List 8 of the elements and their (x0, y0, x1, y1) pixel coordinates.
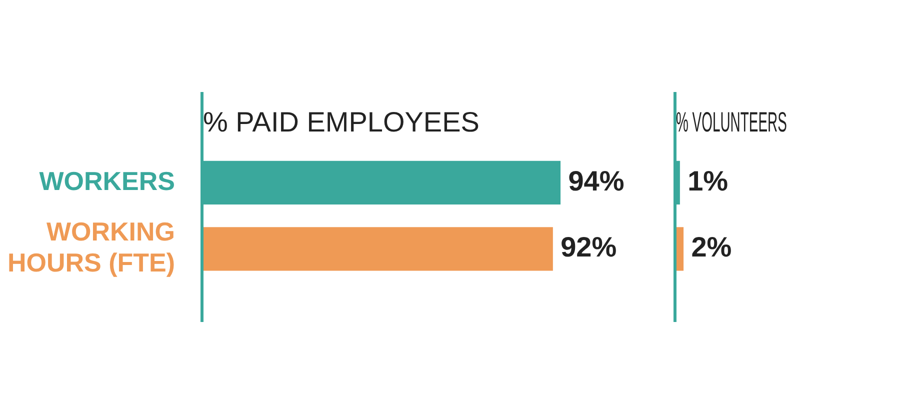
text: % PAID EMPLOYEES (203, 106, 480, 138)
y-tick-label: WORKING HOURS (FTE) (7, 216, 175, 278)
data-label: 92% (560, 232, 617, 263)
text: % VOLUNTEERS (676, 106, 787, 138)
y-tick-label: WORKERS (39, 166, 175, 196)
data-label: 1% (688, 165, 728, 196)
data-label: 94% (568, 165, 624, 196)
data-label: 2% (691, 232, 732, 263)
